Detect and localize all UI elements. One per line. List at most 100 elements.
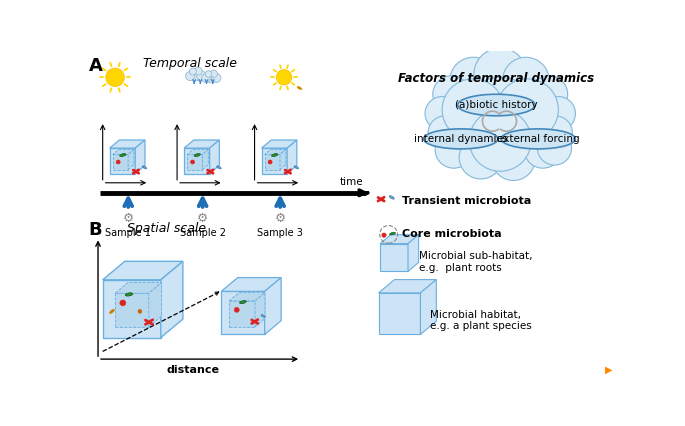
Text: ▶: ▶ (605, 365, 612, 374)
Polygon shape (380, 235, 419, 244)
Ellipse shape (110, 309, 114, 314)
Circle shape (497, 79, 558, 141)
Polygon shape (280, 150, 286, 170)
Circle shape (435, 131, 473, 168)
Circle shape (541, 97, 575, 130)
Text: ⚙: ⚙ (197, 212, 208, 225)
Text: Sample 2: Sample 2 (179, 228, 225, 238)
Polygon shape (210, 140, 219, 173)
Text: Microbial habitat,
e.g. a plant species: Microbial habitat, e.g. a plant species (429, 310, 532, 331)
Circle shape (234, 308, 239, 312)
Ellipse shape (294, 166, 299, 169)
Text: ⚙: ⚙ (275, 212, 286, 225)
Circle shape (190, 69, 201, 81)
Text: distance: distance (166, 365, 219, 375)
Ellipse shape (389, 196, 395, 199)
Circle shape (538, 131, 571, 165)
Ellipse shape (458, 94, 535, 116)
Polygon shape (187, 155, 203, 170)
Circle shape (442, 79, 504, 141)
Polygon shape (287, 140, 297, 173)
Polygon shape (379, 293, 421, 334)
Polygon shape (110, 140, 145, 148)
Text: Spatial scale: Spatial scale (127, 222, 207, 235)
Text: Core microbiota: Core microbiota (402, 229, 501, 239)
Polygon shape (221, 278, 281, 291)
Text: Sample 3: Sample 3 (257, 228, 303, 238)
Text: time: time (340, 177, 363, 187)
Circle shape (459, 136, 503, 179)
Circle shape (276, 69, 292, 85)
Circle shape (469, 109, 532, 171)
Circle shape (138, 309, 142, 313)
Ellipse shape (240, 300, 247, 304)
Polygon shape (149, 282, 162, 327)
Polygon shape (115, 293, 149, 327)
Polygon shape (184, 140, 219, 148)
Text: Sample 1: Sample 1 (105, 228, 151, 238)
Circle shape (428, 116, 462, 150)
Polygon shape (203, 150, 208, 170)
Circle shape (210, 70, 217, 77)
Text: Temporal scale: Temporal scale (143, 57, 237, 70)
Polygon shape (221, 291, 264, 334)
Circle shape (201, 74, 210, 83)
Ellipse shape (142, 166, 147, 169)
Polygon shape (408, 235, 419, 271)
Circle shape (425, 97, 459, 130)
Circle shape (524, 131, 562, 168)
Polygon shape (161, 261, 183, 337)
Circle shape (120, 300, 126, 306)
Polygon shape (255, 293, 265, 327)
Polygon shape (184, 148, 210, 173)
Circle shape (474, 48, 527, 101)
Polygon shape (264, 155, 280, 170)
Text: external forcing: external forcing (497, 134, 580, 144)
Ellipse shape (390, 232, 395, 235)
Text: A: A (89, 57, 103, 75)
Polygon shape (128, 150, 134, 170)
Text: ⚙: ⚙ (123, 212, 134, 225)
Circle shape (116, 160, 120, 164)
Ellipse shape (216, 166, 221, 169)
Polygon shape (113, 150, 134, 155)
Text: (a)biotic history: (a)biotic history (455, 100, 538, 110)
Text: Factors of temporal dynamics: Factors of temporal dynamics (398, 72, 595, 85)
Ellipse shape (297, 86, 302, 90)
Ellipse shape (261, 314, 265, 317)
Polygon shape (262, 140, 297, 148)
Ellipse shape (120, 153, 126, 157)
Polygon shape (135, 140, 145, 173)
Polygon shape (264, 278, 281, 334)
Circle shape (190, 160, 195, 164)
Circle shape (197, 71, 206, 81)
Circle shape (268, 160, 272, 164)
Text: B: B (89, 221, 102, 239)
Text: Microbial sub-habitat,
e.g.  plant roots: Microbial sub-habitat, e.g. plant roots (419, 251, 532, 273)
Circle shape (382, 233, 386, 237)
Ellipse shape (423, 129, 498, 149)
Text: internal dynamics: internal dynamics (414, 134, 508, 144)
Polygon shape (187, 150, 208, 155)
Circle shape (538, 116, 573, 150)
Circle shape (105, 68, 125, 86)
Polygon shape (380, 244, 408, 271)
Polygon shape (262, 148, 287, 173)
Circle shape (186, 72, 195, 81)
Polygon shape (229, 293, 265, 301)
Text: Transient microbiota: Transient microbiota (402, 196, 531, 205)
Circle shape (492, 137, 535, 181)
Ellipse shape (194, 153, 201, 157)
Ellipse shape (271, 153, 278, 157)
Polygon shape (113, 155, 128, 170)
Polygon shape (103, 261, 183, 280)
Polygon shape (379, 279, 436, 293)
Circle shape (195, 67, 202, 75)
Circle shape (503, 57, 549, 104)
Polygon shape (229, 301, 255, 327)
Circle shape (462, 77, 539, 154)
Circle shape (433, 76, 470, 113)
Polygon shape (421, 279, 436, 334)
Circle shape (206, 72, 216, 83)
Circle shape (206, 71, 212, 77)
